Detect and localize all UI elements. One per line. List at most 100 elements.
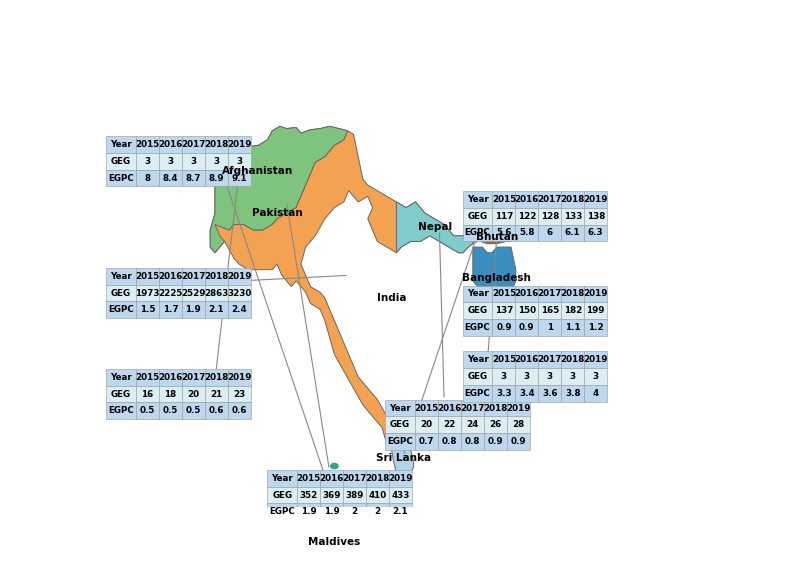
Text: 2016: 2016	[158, 272, 182, 281]
Bar	[182, 285, 205, 302]
Bar	[106, 386, 136, 402]
Bar	[562, 319, 584, 336]
Text: 3.3: 3.3	[496, 389, 512, 398]
Bar	[562, 225, 584, 241]
Text: GEG: GEG	[467, 306, 488, 315]
Bar	[506, 417, 530, 433]
Text: 2017: 2017	[181, 272, 206, 281]
Bar	[159, 402, 182, 419]
Text: 0.9: 0.9	[510, 437, 526, 446]
Text: 2015: 2015	[135, 272, 159, 281]
Bar	[205, 153, 228, 170]
Bar	[415, 417, 438, 433]
Bar	[493, 385, 515, 401]
Text: Afghanistan: Afghanistan	[222, 166, 294, 177]
Bar	[386, 433, 415, 450]
Bar	[182, 386, 205, 402]
Bar	[538, 286, 562, 302]
Polygon shape	[210, 127, 348, 253]
Bar	[462, 208, 493, 225]
Polygon shape	[481, 233, 516, 244]
Text: Year: Year	[466, 290, 489, 299]
Text: 2016: 2016	[158, 373, 182, 382]
Bar	[515, 368, 538, 385]
Text: 0.5: 0.5	[186, 406, 201, 415]
Text: 117: 117	[494, 212, 513, 221]
Bar	[182, 302, 205, 318]
Bar	[493, 286, 515, 302]
Text: Sri Lanka: Sri Lanka	[375, 453, 430, 463]
Bar	[267, 503, 297, 520]
Text: 2.4: 2.4	[231, 306, 247, 314]
Text: 1.9: 1.9	[186, 306, 201, 314]
Text: EGPC: EGPC	[465, 323, 490, 332]
Text: 199: 199	[586, 306, 605, 315]
Text: 410: 410	[368, 491, 386, 499]
Text: 1.9: 1.9	[324, 507, 339, 516]
Bar	[515, 385, 538, 401]
Text: 2019: 2019	[583, 195, 608, 204]
Bar	[343, 470, 366, 487]
Bar	[106, 136, 136, 153]
Bar	[506, 400, 530, 417]
Text: Pakistan: Pakistan	[252, 208, 302, 218]
Text: GEG: GEG	[467, 372, 488, 381]
Text: EGPC: EGPC	[465, 389, 490, 398]
Bar	[366, 487, 389, 503]
Circle shape	[325, 512, 332, 517]
Text: 3: 3	[546, 372, 553, 381]
Text: 0.8: 0.8	[442, 437, 457, 446]
Text: 2225: 2225	[158, 288, 182, 298]
Bar	[106, 153, 136, 170]
Bar	[343, 503, 366, 520]
Bar	[515, 225, 538, 241]
Bar	[228, 386, 250, 402]
Bar	[386, 400, 415, 417]
Text: 0.5: 0.5	[162, 406, 178, 415]
Bar	[484, 400, 506, 417]
Text: 2016: 2016	[514, 290, 539, 299]
Circle shape	[330, 463, 338, 469]
Text: 26: 26	[489, 420, 502, 429]
Bar	[205, 302, 228, 318]
Text: India: India	[377, 293, 406, 303]
Bar	[515, 286, 538, 302]
Polygon shape	[215, 131, 478, 456]
Text: 182: 182	[564, 306, 582, 315]
Bar	[136, 386, 159, 402]
Bar	[106, 402, 136, 419]
Bar	[462, 319, 493, 336]
Bar	[228, 285, 250, 302]
Text: 18: 18	[164, 389, 177, 398]
Text: 3.4: 3.4	[519, 389, 534, 398]
Text: 2019: 2019	[583, 355, 608, 364]
Bar	[182, 369, 205, 386]
Text: 2018: 2018	[204, 272, 228, 281]
Bar	[493, 368, 515, 385]
Bar	[462, 225, 493, 241]
Bar	[493, 208, 515, 225]
Text: 2016: 2016	[319, 474, 344, 483]
Bar	[106, 285, 136, 302]
Text: 2016: 2016	[158, 140, 182, 149]
Bar	[136, 402, 159, 419]
Bar	[320, 487, 343, 503]
Text: 2015: 2015	[297, 474, 321, 483]
Bar	[562, 192, 584, 208]
Bar	[493, 352, 515, 368]
Text: 1.1: 1.1	[565, 323, 581, 332]
Text: 2016: 2016	[514, 195, 539, 204]
Bar	[159, 153, 182, 170]
Bar	[228, 402, 250, 419]
Bar	[228, 302, 250, 318]
Text: 150: 150	[518, 306, 536, 315]
Text: Bhutan: Bhutan	[475, 232, 518, 242]
Text: EGPC: EGPC	[270, 507, 295, 516]
Text: 9.1: 9.1	[231, 174, 247, 182]
Bar	[562, 368, 584, 385]
Bar	[366, 503, 389, 520]
Bar	[136, 369, 159, 386]
Text: 1.9: 1.9	[301, 507, 317, 516]
Text: 0.7: 0.7	[418, 437, 434, 446]
Bar	[438, 417, 461, 433]
